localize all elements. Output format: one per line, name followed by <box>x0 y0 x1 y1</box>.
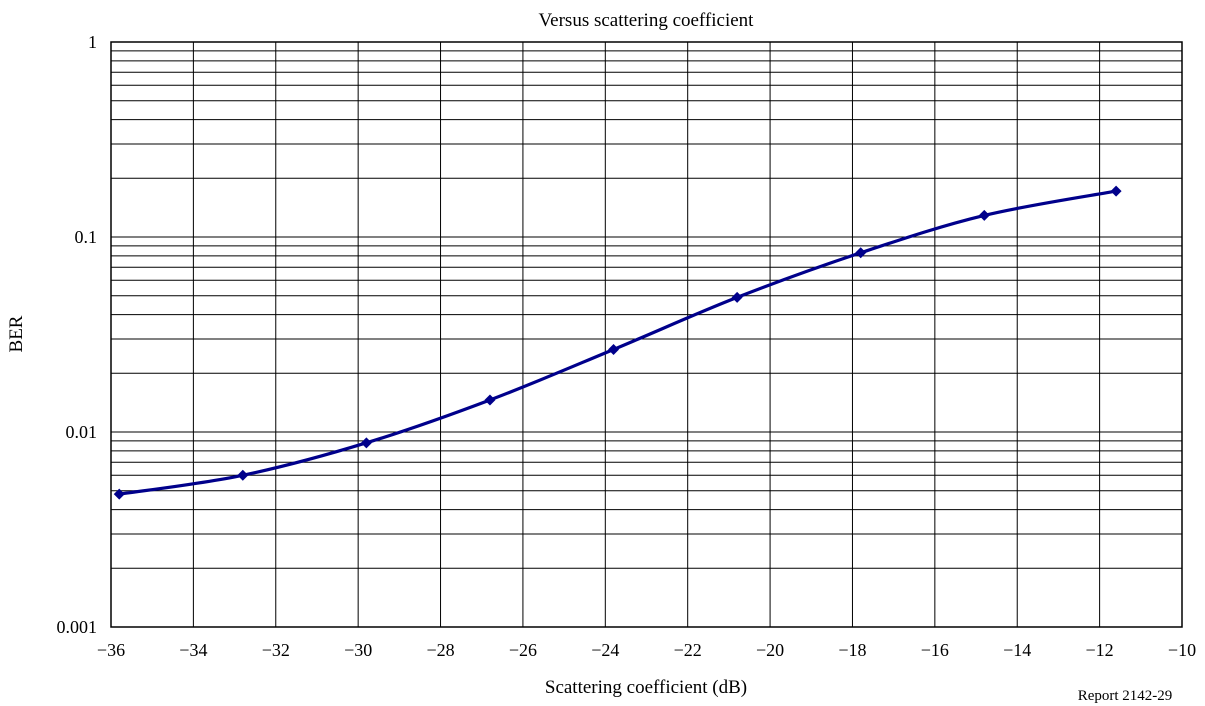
x-tick-label: −26 <box>509 640 537 660</box>
y-tick-label: 0.1 <box>75 227 98 247</box>
x-tick-labels: −36 −34 −32 −30 −28 −26 −24 −22 −20 −18 −16 −14 −12 −… <box>97 640 1196 660</box>
y-tick-label: 0.001 <box>57 617 98 637</box>
x-tick-label: −16 <box>921 640 949 660</box>
data-point-marker <box>608 343 620 355</box>
plot-frame <box>110 41 1183 628</box>
data-point-marker <box>113 488 125 500</box>
x-tick-label: −28 <box>426 640 454 660</box>
x-axis-label: Scattering coefficient (dB) <box>545 677 747 698</box>
data-point-marker <box>978 209 990 221</box>
x-tick-label: −12 <box>1086 640 1114 660</box>
x-tick-label: −30 <box>344 640 372 660</box>
data-point-marker <box>484 394 496 406</box>
data-point-marker <box>731 291 743 303</box>
x-tick-label: −20 <box>756 640 784 660</box>
y-tick-labels: 0.001 0.01 0.1 1 <box>57 32 98 637</box>
chart-title: Versus scattering coefficient <box>539 10 755 31</box>
report-annotation: Report 2142-29 <box>1078 688 1173 704</box>
x-tick-label: −32 <box>262 640 290 660</box>
x-tick-label: −14 <box>1003 640 1031 660</box>
data-point-marker <box>360 437 372 449</box>
x-tick-label: −18 <box>838 640 866 660</box>
x-tick-label: −34 <box>179 640 207 660</box>
data-point-marker <box>237 469 249 481</box>
series <box>113 185 1122 500</box>
y-axis-label: BER <box>6 315 27 352</box>
x-tick-label: −24 <box>591 640 619 660</box>
x-tick-label: −36 <box>97 640 125 660</box>
y-tick-label: 1 <box>88 32 97 52</box>
y-tick-label: 0.01 <box>66 422 98 442</box>
x-tick-label: −22 <box>674 640 702 660</box>
data-point-marker <box>855 247 867 259</box>
grid <box>111 42 1182 627</box>
x-tick-label: −10 <box>1168 640 1196 660</box>
data-point-marker <box>1110 185 1122 197</box>
